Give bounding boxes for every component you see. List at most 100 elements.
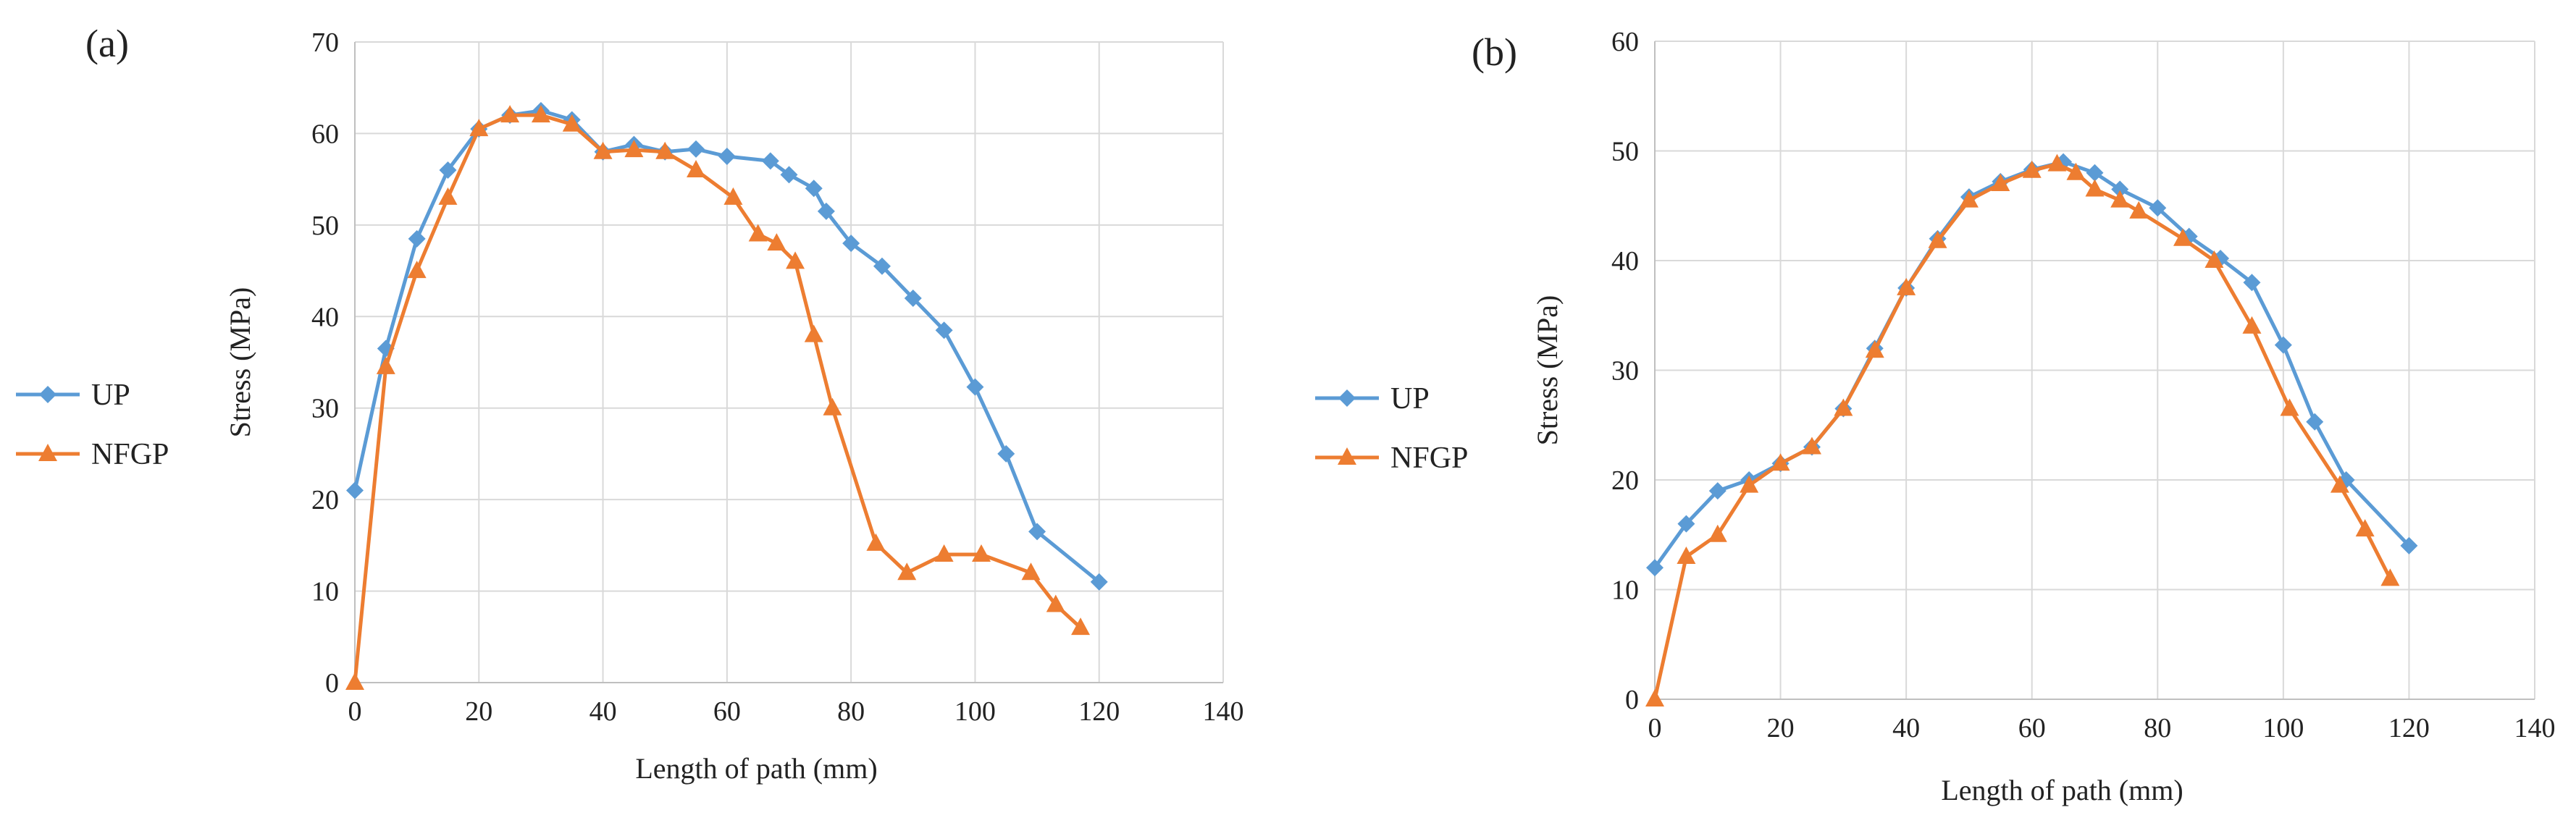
- data-point-nfgp: [1959, 190, 1979, 208]
- y-tick-label: 20: [311, 485, 339, 515]
- x-tick-label: 20: [465, 696, 492, 727]
- data-point-nfgp: [687, 160, 706, 177]
- data-point-up: [1677, 515, 1695, 533]
- x-tick-label: 60: [2018, 713, 2046, 743]
- data-point-up: [966, 378, 984, 396]
- data-point-up: [2111, 180, 2129, 198]
- data-point-nfgp: [2085, 179, 2105, 197]
- data-point-nfgp: [2242, 316, 2262, 334]
- data-point-nfgp: [500, 105, 520, 123]
- x-tick-label: 140: [1203, 696, 1244, 727]
- y-tick-label: 50: [311, 211, 339, 241]
- data-point-up: [780, 166, 798, 184]
- data-point-nfgp: [786, 251, 805, 269]
- legend-label-nfgp: NFGP: [91, 438, 169, 471]
- legend-marker-nfgp: [1338, 447, 1356, 465]
- chart-panel-b: 0 10 20 30 40 50 60 0 20 40 60 80 100 120 140 Length of…: [1315, 27, 2556, 806]
- x-tick-label: 0: [1648, 713, 1662, 743]
- x-tick-label: 120: [1078, 696, 1120, 727]
- data-point-up: [842, 235, 860, 253]
- y-tick-label: 0: [325, 668, 339, 699]
- data-point-up: [935, 321, 953, 339]
- data-point-nfgp: [1046, 594, 1065, 612]
- data-point-nfgp: [866, 533, 886, 551]
- y-tick-label: 0: [1625, 685, 1639, 715]
- data-point-up: [718, 148, 736, 166]
- data-point-nfgp: [593, 141, 613, 159]
- x-axis-title: Length of path (mm): [1941, 774, 2183, 806]
- y-tick-label: 10: [1611, 575, 1639, 606]
- panel-label: (b): [1472, 30, 1517, 74]
- y-tick-label: 40: [1611, 246, 1639, 277]
- data-point-nfgp: [1708, 524, 1727, 542]
- data-point-nfgp: [624, 140, 644, 158]
- y-tick-label: 10: [311, 577, 339, 607]
- data-point-up: [817, 202, 835, 220]
- data-point-up: [2400, 536, 2418, 554]
- data-point-up: [873, 257, 891, 275]
- data-point-nfgp: [1802, 436, 1821, 455]
- data-point-up: [997, 444, 1015, 463]
- x-tick-label: 100: [2262, 713, 2304, 743]
- data-point-nfgp: [2380, 568, 2400, 586]
- data-point-nfgp: [1771, 453, 1790, 471]
- data-point-up: [1708, 482, 1727, 500]
- legend-marker-up: [1338, 389, 1356, 407]
- y-tick-label: 30: [311, 394, 339, 424]
- data-point-nfgp: [2022, 160, 2042, 178]
- x-tick-label: 140: [2514, 713, 2556, 743]
- y-tick-label: 50: [1611, 137, 1639, 167]
- data-point-nfgp: [1928, 230, 1947, 248]
- panel-label: (a): [85, 22, 129, 65]
- y-tick-label: 40: [311, 302, 339, 332]
- data-point-nfgp: [1021, 562, 1041, 581]
- data-point-nfgp: [1645, 689, 1664, 706]
- y-tick-label: 70: [311, 28, 339, 58]
- data-point-nfgp: [376, 356, 395, 374]
- data-point-up: [805, 180, 823, 198]
- data-point-nfgp: [2355, 519, 2375, 537]
- x-tick-label: 100: [955, 696, 996, 727]
- data-point-nfgp: [345, 672, 364, 690]
- data-point-up: [2086, 164, 2104, 182]
- data-point-up: [687, 140, 705, 158]
- data-point-nfgp: [823, 397, 842, 416]
- chart-panel-a: 0 10 20 30 40 50 60 70 0 20 40 60 80 100 120 140 Length …: [16, 22, 1244, 785]
- legend-label-nfgp: NFGP: [1390, 442, 1468, 475]
- data-point-nfgp: [2173, 228, 2192, 246]
- data-point-up: [2274, 336, 2292, 354]
- x-tick-label: 20: [1767, 713, 1795, 743]
- data-point-nfgp: [2129, 201, 2149, 219]
- data-point-up: [761, 152, 779, 170]
- data-point-nfgp: [2330, 475, 2349, 493]
- y-tick-label: 20: [1611, 465, 1639, 496]
- series-line-nfgp: [1653, 162, 2392, 700]
- data-point-up: [1090, 573, 1108, 591]
- data-point-nfgp: [1865, 340, 1884, 358]
- y-axis-title: Stress (MPa): [224, 287, 256, 438]
- data-point-nfgp: [971, 544, 991, 562]
- data-point-up: [2243, 274, 2261, 292]
- data-point-nfgp: [2110, 190, 2130, 208]
- data-point-nfgp: [2066, 162, 2086, 180]
- data-point-nfgp: [767, 233, 786, 251]
- data-point-up: [904, 290, 922, 307]
- data-point-nfgp: [2204, 250, 2224, 268]
- data-point-nfgp: [469, 119, 489, 137]
- legend-marker-up: [39, 386, 56, 403]
- data-point-nfgp: [897, 562, 917, 581]
- data-point-up: [408, 229, 426, 248]
- data-point-up: [2306, 413, 2324, 431]
- data-point-nfgp: [1897, 277, 1916, 295]
- y-tick-label: 60: [311, 119, 339, 149]
- data-point-nfgp: [1740, 475, 1759, 493]
- data-point-up: [2149, 199, 2167, 217]
- data-point-nfgp: [655, 141, 675, 159]
- data-point-nfgp: [934, 544, 954, 562]
- y-axis-title: Stress (MPa): [1531, 295, 1564, 446]
- data-point-nfgp: [1071, 617, 1091, 636]
- data-point-nfgp: [748, 224, 768, 242]
- legend-marker-nfgp: [38, 444, 57, 461]
- x-tick-label: 80: [837, 696, 865, 727]
